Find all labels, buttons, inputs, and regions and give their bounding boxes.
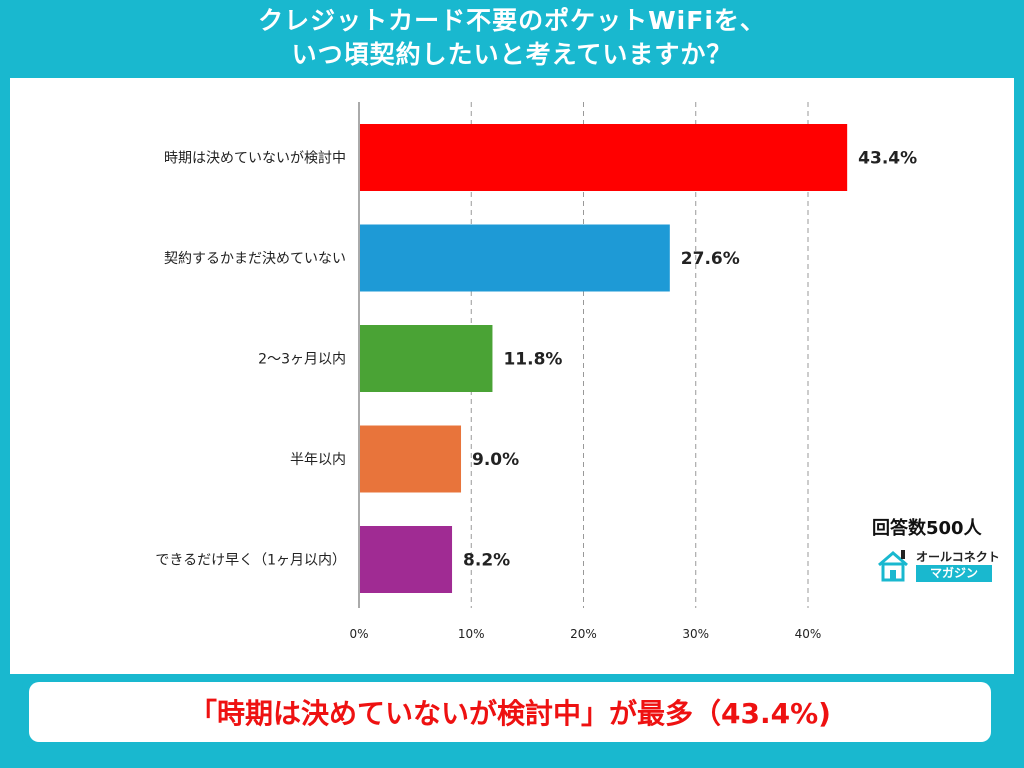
bar — [360, 425, 462, 493]
value-label: 8.2% — [463, 551, 510, 571]
chart-title: クレジットカード不要のポケットWiFiを、 いつ頃契約したいと考えていますか？ — [0, 0, 1024, 76]
value-label: 11.8% — [503, 350, 562, 370]
x-tick-label: 40% — [795, 627, 822, 641]
bar — [360, 224, 670, 292]
respondent-count: 回答数500人 — [872, 518, 982, 539]
x-tick-label: 30% — [682, 627, 709, 641]
bar-chart: 0% 10% 20% 30% 40% 時期は決めていないが検討中 43.4% 契約するかまだ決… — [155, 102, 917, 641]
chart-title-line-1: クレジットカード不要のポケットWiFiを、 — [258, 6, 766, 35]
logo-text-bottom: マガジン — [916, 565, 992, 582]
value-label: 9.0% — [472, 450, 519, 470]
brand-logo: オールコネクト マガジン — [876, 548, 1006, 584]
category-label: 契約するかまだ決めていない — [164, 251, 346, 267]
x-tick-label: 0% — [349, 627, 368, 641]
bar — [360, 124, 848, 191]
x-tick-label: 20% — [570, 627, 597, 641]
conclusion-text: 「時期は決めていないが検討中」が最多（43.4%) — [29, 682, 991, 742]
category-label: できるだけ早く（1ヶ月以内） — [155, 553, 346, 569]
conclusion-banner: 「時期は決めていないが検討中」が最多（43.4%) — [22, 676, 998, 748]
house-icon — [878, 550, 908, 582]
bar — [360, 325, 493, 392]
value-label: 43.4% — [858, 149, 917, 169]
bar — [360, 526, 453, 593]
logo-text-top: オールコネクト — [916, 550, 1000, 564]
chart-title-line-2: いつ頃契約したいと考えていますか？ — [291, 40, 733, 69]
x-tick-label: 10% — [458, 627, 485, 641]
category-label: 半年以内 — [290, 452, 346, 468]
category-label: 時期は決めていないが検討中 — [164, 151, 346, 167]
category-label: 2〜3ヶ月以内 — [258, 352, 346, 368]
value-label: 27.6% — [681, 249, 740, 269]
